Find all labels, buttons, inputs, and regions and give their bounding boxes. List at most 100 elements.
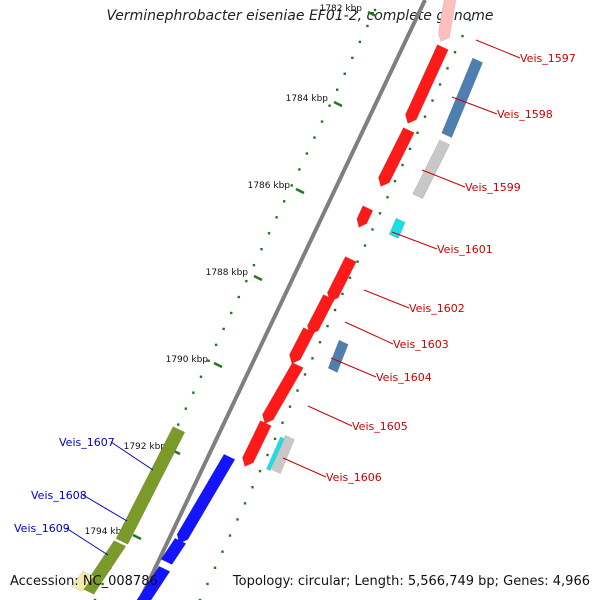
gene-label[interactable]: Veis_1598: [497, 108, 553, 121]
gene-arrow[interactable]: [160, 537, 187, 565]
tick-dot: [252, 263, 256, 267]
gene-label[interactable]: Veis_1604: [376, 371, 432, 384]
tick-dot: [305, 152, 309, 155]
gene-label[interactable]: Veis_1597: [520, 52, 576, 65]
tick-dot: [266, 453, 269, 457]
kbp-tick-mark: [367, 10, 377, 18]
gene-arrow[interactable]: [134, 565, 171, 600]
gene-arrow[interactable]: [378, 127, 415, 187]
tick-dot: [288, 405, 292, 408]
topology-text: Topology: circular; Length: 5,566,749 bp…: [232, 574, 590, 589]
leader-line: [344, 321, 394, 345]
gene-arrow[interactable]: [327, 339, 349, 373]
gene-arrow[interactable]: [176, 453, 236, 544]
tick-dot: [366, 24, 369, 28]
tick-dot: [371, 228, 374, 231]
tick-dot: [275, 216, 278, 219]
kbp-tick-mark: [333, 100, 343, 108]
tick-dot: [386, 196, 389, 199]
tick-dot: [93, 598, 97, 600]
gene-label[interactable]: Veis_1602: [409, 302, 465, 315]
tick-dot: [333, 308, 337, 312]
tick-dot: [177, 423, 180, 426]
tick-dot: [408, 147, 412, 151]
tick-dot: [401, 163, 404, 167]
tick-dot: [199, 375, 203, 378]
leader-line: [110, 441, 154, 471]
tick-dot: [221, 550, 224, 553]
gene-label[interactable]: Veis_1599: [465, 181, 521, 194]
tick-dot: [282, 200, 286, 203]
tick-dot: [335, 88, 339, 91]
gene-label[interactable]: Veis_1607: [59, 436, 115, 449]
gene-arrow[interactable]: [289, 327, 315, 364]
tick-dot: [328, 104, 331, 107]
kbp-ticks: 1782 kbp 1784 kbp 1786 kbp 1788 kbp 1790 kbp…: [85, 4, 377, 541]
kbp-tick-mark: [132, 533, 142, 541]
tick-dot: [243, 502, 247, 505]
gene-label[interactable]: Veis_1609: [14, 522, 70, 535]
leader-line: [65, 527, 109, 556]
tick-dot: [260, 247, 263, 251]
kbp-tick-label: 1790 kbp: [166, 355, 209, 365]
tick-dot: [358, 40, 362, 44]
gene-label[interactable]: Veis_1608: [31, 489, 87, 502]
tick-dot: [222, 327, 225, 331]
tick-dot: [230, 311, 233, 315]
gene-arrow[interactable]: [438, 0, 457, 42]
tick-dot: [303, 373, 307, 376]
tick-dot: [363, 244, 367, 247]
gene-arrow[interactable]: [412, 139, 451, 200]
genome-backbone: [138, 0, 427, 600]
tick-dot: [198, 598, 202, 600]
tick-dot: [296, 389, 299, 392]
tick-dot: [341, 292, 344, 296]
gene-arrow[interactable]: [115, 426, 186, 545]
gene-label[interactable]: Veis_1603: [393, 338, 449, 351]
kbp-tick-label: 1782 kbp: [320, 4, 363, 14]
tick-dot: [214, 343, 218, 347]
tick-dot: [326, 324, 329, 328]
tick-dot: [446, 67, 449, 70]
tick-dot: [236, 518, 239, 521]
accession-text: Accession: NC_008786: [10, 574, 158, 589]
leader-line: [391, 231, 438, 250]
tick-dot: [228, 534, 232, 537]
tick-dot: [281, 421, 284, 424]
tick-dot: [290, 184, 293, 187]
gene-label[interactable]: Veis_1606: [326, 471, 382, 484]
gene-arrow[interactable]: [356, 205, 374, 228]
gene-arrow[interactable]: [266, 436, 285, 471]
leader-line: [82, 494, 128, 522]
gene-features: [70, 0, 484, 600]
tick-dot: [378, 212, 382, 215]
tick-dot: [206, 582, 209, 586]
leader-line: [307, 405, 353, 427]
tick-dot: [373, 8, 377, 12]
gene-label[interactable]: Veis_1601: [437, 243, 493, 256]
tick-dot: [258, 469, 262, 473]
gene-arrow[interactable]: [441, 57, 484, 139]
gene-arrow[interactable]: [262, 362, 304, 424]
tick-dot: [416, 131, 419, 134]
tick-dot: [207, 359, 210, 363]
gene-arrow[interactable]: [327, 256, 357, 302]
tick-dot: [393, 179, 397, 183]
tick-dot: [320, 120, 324, 123]
leader-line: [282, 457, 327, 478]
kbp-tick-mark: [213, 361, 223, 369]
gene-label[interactable]: Veis_1605: [352, 420, 408, 433]
gene-arrow[interactable]: [242, 420, 272, 467]
kbp-tick-label: 1792 kbp: [124, 442, 167, 452]
gene-arrow[interactable]: [388, 217, 406, 239]
tick-dot: [438, 83, 442, 86]
kbp-tick-label: 1794 kbp: [85, 527, 128, 537]
tick-dot: [351, 56, 354, 60]
leader-line: [330, 357, 377, 378]
gene-arrow[interactable]: [270, 434, 295, 474]
gene-arrow[interactable]: [405, 44, 449, 124]
map-title: Verminephrobacter eiseniae EF01-2, compl…: [106, 8, 494, 24]
gene-arrow[interactable]: [70, 570, 95, 592]
gene-arrow[interactable]: [307, 294, 335, 335]
